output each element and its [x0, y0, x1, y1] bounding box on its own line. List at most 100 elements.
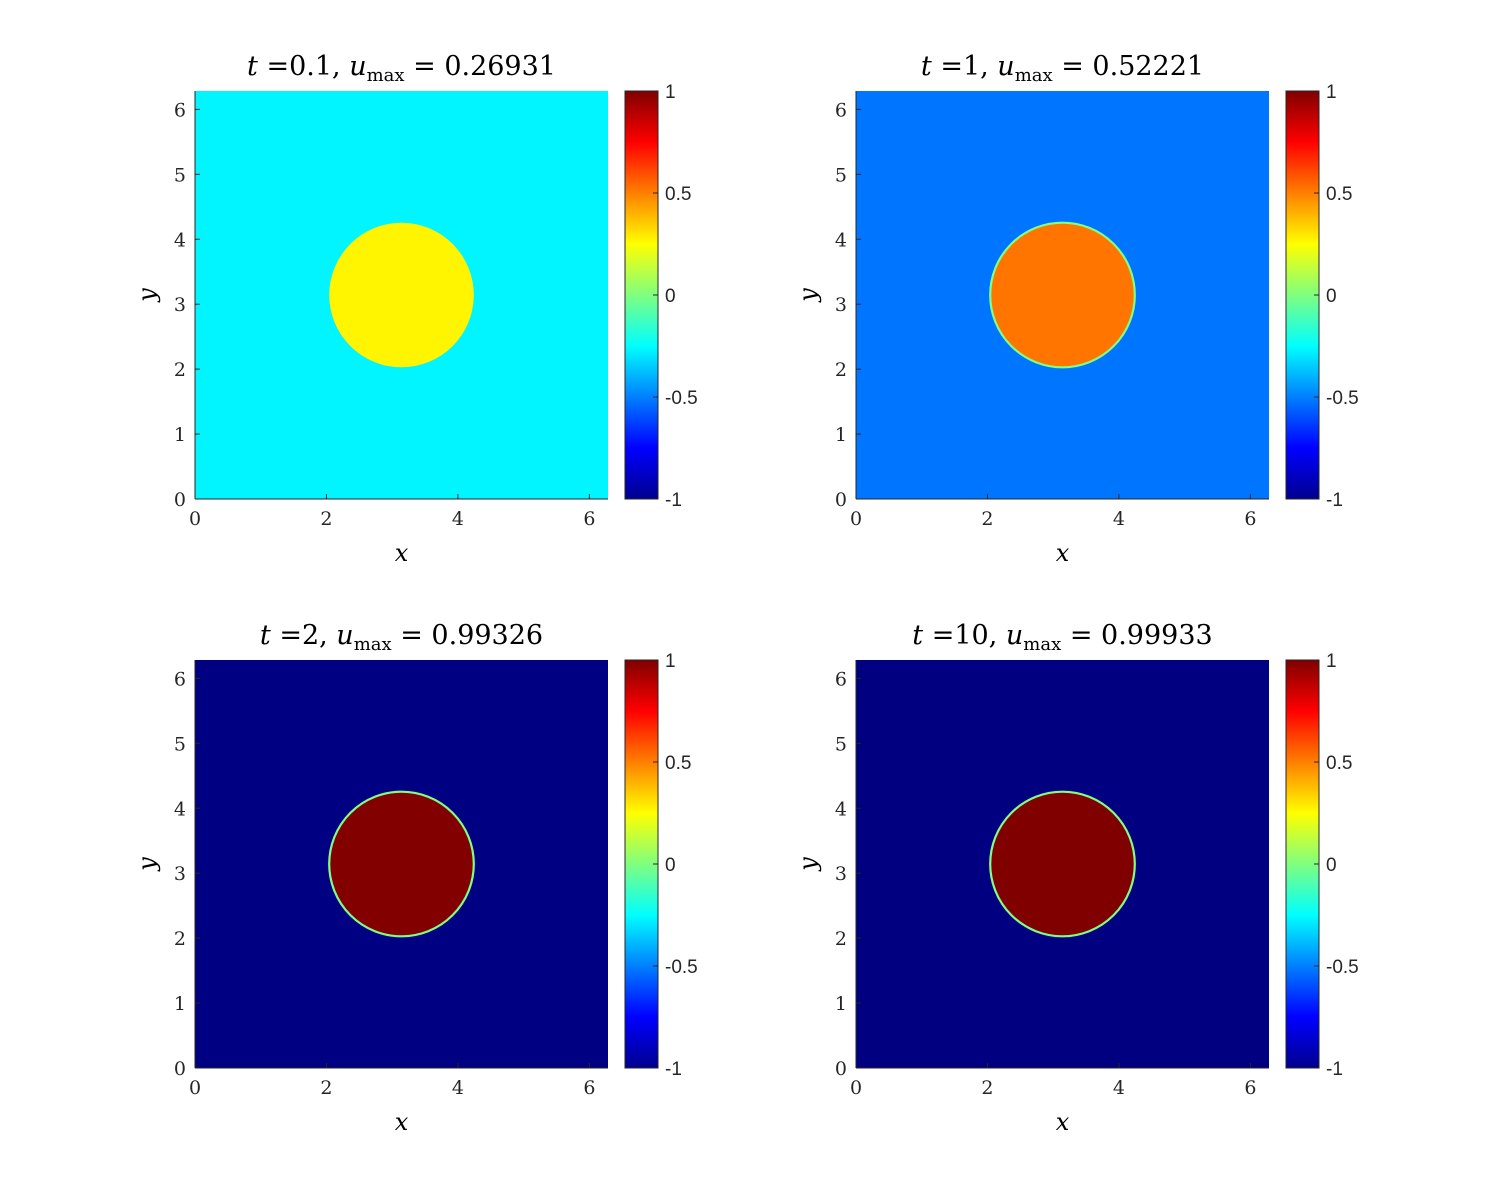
colorbar: -1 -0.5 0 0.5 1	[624, 651, 698, 1080]
x-tick-label: 2	[320, 508, 332, 530]
y-tick-label: 6	[174, 99, 186, 121]
y-tick-label: 0	[835, 1058, 847, 1080]
y-tick-label: 3	[835, 863, 847, 885]
x-axis-label: x	[1056, 539, 1070, 567]
x-axis-label: x	[395, 539, 409, 567]
title-t-symbol: t	[921, 51, 940, 82]
y-tick-label: 5	[174, 164, 186, 186]
colorbar-tick-label: -1	[1326, 490, 1343, 511]
title-u-value: = 0.99326	[392, 620, 543, 651]
colorbar-tick-label: 0.5	[1326, 753, 1352, 774]
colorbar-tick-label: 1	[1326, 82, 1337, 103]
y-tick-label: 2	[174, 359, 186, 381]
title-u-value: = 0.52221	[1053, 51, 1204, 82]
y-axis-label: y	[794, 288, 822, 303]
colorbar-tick-label: -0.5	[665, 957, 698, 978]
y-tick-label: 4	[174, 229, 186, 251]
field-circle	[989, 221, 1136, 369]
y-tick-label: 6	[835, 99, 847, 121]
colorbar-tick-label: 1	[1326, 651, 1337, 672]
x-tick-label: 4	[452, 508, 464, 530]
y-tick-label: 1	[835, 993, 847, 1015]
x-axis-label: x	[1056, 1108, 1070, 1136]
x-tick-label: 6	[583, 1077, 595, 1099]
x-tick-label: 6	[1244, 508, 1256, 530]
y-tick-label: 3	[174, 863, 186, 885]
title-t-symbol: t	[912, 620, 931, 651]
y-axis-label: y	[133, 857, 161, 872]
panel-4: 0 2 4 6 0 1 2 3 4 5 6 x y t =10, umax = 0.99933 -1 -0.5…	[794, 620, 1359, 1136]
panel-title: t =10, umax = 0.99933	[912, 620, 1212, 655]
panel-title: t =0.1, umax = 0.26931	[247, 51, 556, 86]
x-tick-label: 4	[1113, 1077, 1125, 1099]
colorbar: -1 -0.5 0 0.5 1	[1285, 651, 1359, 1080]
title-u-symbol: u	[349, 51, 366, 82]
title-u-value: = 0.99933	[1061, 620, 1212, 651]
field-circle	[328, 790, 475, 938]
y-tick-label: 0	[835, 489, 847, 511]
y-tick-label: 4	[835, 798, 847, 820]
panel-title: t =1, umax = 0.52221	[921, 51, 1204, 86]
y-tick-label: 4	[174, 798, 186, 820]
colorbar-tick-label: -1	[665, 490, 682, 511]
colorbar-tick-label: -1	[1326, 1059, 1343, 1080]
y-tick-label: 5	[174, 733, 186, 755]
colorbar-tick-label: -0.5	[1326, 388, 1359, 409]
y-tick-label: 5	[835, 733, 847, 755]
x-tick-label: 0	[189, 508, 201, 530]
colorbar-tick-label: 0.5	[1326, 184, 1352, 205]
colorbar-gradient	[624, 90, 659, 500]
title-u-subscript: max	[367, 65, 405, 86]
colorbar-tick-label: 1	[665, 651, 676, 672]
title-u-symbol: u	[336, 620, 353, 651]
colorbar-tick-label: -0.5	[1326, 957, 1359, 978]
title-u-value: = 0.26931	[405, 51, 556, 82]
colorbar-tick-label: 0	[665, 286, 676, 307]
y-axis-label: y	[794, 857, 822, 872]
y-tick-label: 6	[835, 668, 847, 690]
y-tick-label: 1	[174, 424, 186, 446]
x-tick-label: 4	[452, 1077, 464, 1099]
field-circle	[329, 222, 474, 368]
title-u-subscript: max	[1023, 634, 1061, 655]
colorbar-tick-label: 0	[1326, 286, 1337, 307]
title-t-symbol: t	[260, 620, 279, 651]
y-tick-label: 3	[174, 294, 186, 316]
colorbar-tick-label: 0	[665, 855, 676, 876]
panel-1: 0 2 4 6 0 1 2 3 4 5 6 x y t =0.1, umax = 0.26931 -1 -0.…	[133, 51, 698, 567]
y-tick-label: 1	[835, 424, 847, 446]
y-tick-label: 1	[174, 993, 186, 1015]
panel-3: 0 2 4 6 0 1 2 3 4 5 6 x y t =2, umax = 0.99326 -1 -0.5 0…	[133, 620, 698, 1136]
y-tick-label: 2	[835, 928, 847, 950]
x-tick-label: 2	[981, 508, 993, 530]
colorbar-tick-label: 0	[1326, 855, 1337, 876]
x-tick-label: 0	[850, 1077, 862, 1099]
x-tick-label: 6	[583, 508, 595, 530]
colorbar-tick-label: -1	[665, 1059, 682, 1080]
title-t-value: =0.1,	[266, 51, 349, 82]
colorbar-tick-label: 1	[665, 82, 676, 103]
title-u-symbol: u	[997, 51, 1014, 82]
x-tick-label: 0	[189, 1077, 201, 1099]
x-tick-label: 2	[981, 1077, 993, 1099]
y-tick-label: 2	[835, 359, 847, 381]
y-tick-label: 0	[174, 489, 186, 511]
field-circle	[989, 790, 1136, 938]
title-t-symbol: t	[247, 51, 266, 82]
y-tick-label: 2	[174, 928, 186, 950]
y-tick-label: 0	[174, 1058, 186, 1080]
colorbar-tick-label: 0.5	[665, 753, 691, 774]
title-u-subscript: max	[354, 634, 392, 655]
y-tick-label: 6	[174, 668, 186, 690]
colorbar: -1 -0.5 0 0.5 1	[1285, 82, 1359, 511]
y-tick-label: 4	[835, 229, 847, 251]
x-tick-label: 2	[320, 1077, 332, 1099]
title-u-subscript: max	[1015, 65, 1053, 86]
colorbar-tick-label: 0.5	[665, 184, 691, 205]
title-t-value: =1,	[940, 51, 997, 82]
y-tick-label: 5	[835, 164, 847, 186]
x-tick-label: 0	[850, 508, 862, 530]
x-axis-label: x	[395, 1108, 409, 1136]
